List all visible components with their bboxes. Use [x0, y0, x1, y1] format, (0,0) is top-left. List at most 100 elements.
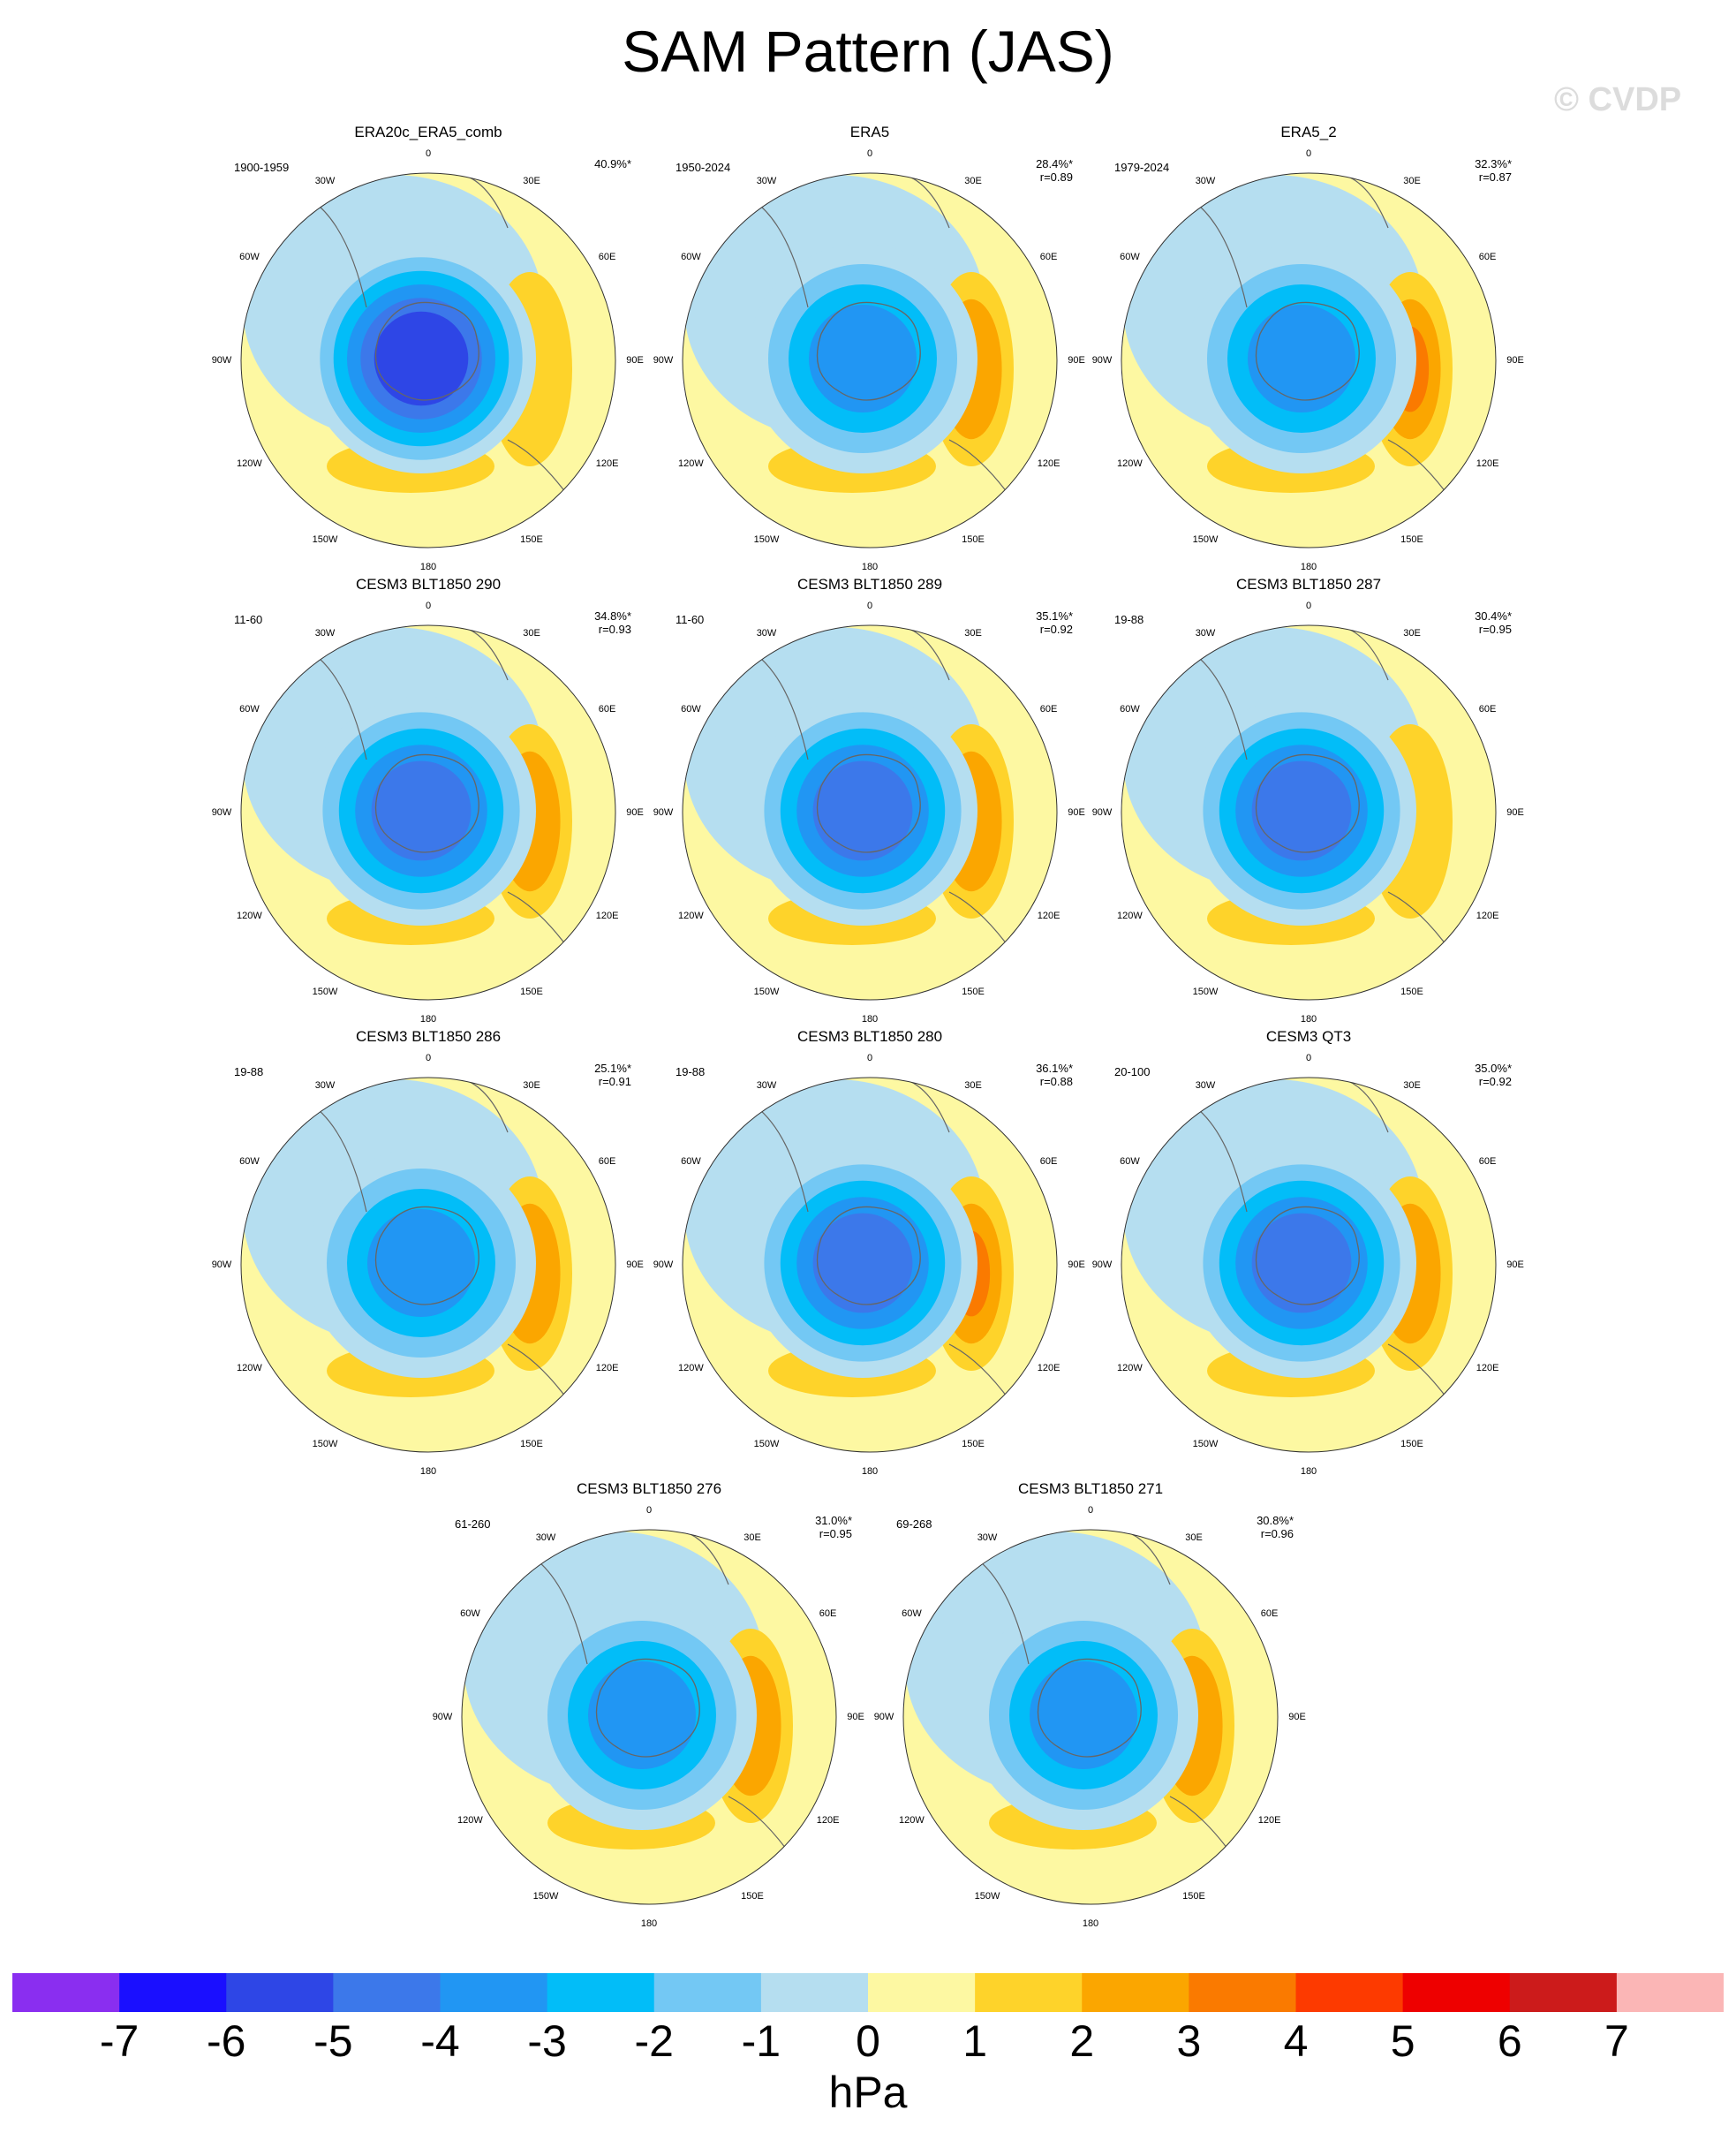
colorbar-tick-label: -7	[99, 2016, 140, 2066]
panel-period: 19-88	[234, 1065, 264, 1078]
longitude-label: 90E	[1506, 355, 1524, 366]
variance-explained: 35.0%*	[1475, 1062, 1512, 1075]
longitude-label: 120W	[1117, 911, 1143, 921]
antarctica-outline	[595, 1658, 700, 1758]
longitude-label: 60E	[1260, 1608, 1279, 1619]
polar-map	[1121, 624, 1497, 1001]
colorbar-swatch	[975, 1973, 1083, 2012]
longitude-label: 150E	[962, 1438, 985, 1449]
pattern-correlation: r=0.88	[1039, 1075, 1073, 1088]
longitude-label: 120E	[1476, 1363, 1499, 1373]
field-contour-minus4	[1030, 1661, 1137, 1769]
longitude-label: 0	[1305, 601, 1312, 611]
longitude-label: 180	[419, 1014, 437, 1025]
south-america-coast	[754, 1105, 809, 1213]
variance-explained: 32.3%*	[1475, 157, 1512, 170]
polar-map	[1121, 172, 1497, 548]
antarctica-outline	[1255, 1206, 1360, 1305]
longitude-label: 90E	[1288, 1712, 1306, 1722]
field-contour-minus4	[1248, 305, 1355, 412]
panel-period: 19-88	[676, 1065, 706, 1078]
longitude-label: 150E	[1400, 986, 1423, 997]
panel-title: CESM3 BLT1850 287	[1235, 576, 1382, 593]
panel-stats: 35.1%* r=0.92	[1036, 609, 1073, 636]
longitude-label: 30W	[977, 1532, 998, 1544]
map-panel: CESM3 BLT1850 276 61-260 31.0%* r=0.95 0 30E 6…	[419, 1480, 879, 1929]
colorbar-swatch	[1189, 1973, 1297, 2012]
watermark: © CVDP	[1554, 81, 1682, 118]
colorbar-tick-label: 2	[1069, 2016, 1095, 2066]
map-panel: CESM3 BLT1850 286 19-88 25.1%* r=0.91 0 30E 60…	[199, 1028, 658, 1477]
colorbar-swatch	[1402, 1973, 1511, 2012]
longitude-label: 60W	[1120, 1156, 1140, 1167]
panel-period: 1900-1959	[234, 161, 290, 174]
longitude-label: 150W	[312, 533, 338, 545]
south-america-coast	[754, 653, 809, 760]
longitude-label: 120E	[595, 911, 619, 921]
south-america-coast	[1193, 1105, 1248, 1213]
longitude-label: 150E	[962, 986, 985, 997]
longitude-label: 30E	[523, 628, 540, 639]
longitude-label: 0	[425, 601, 432, 611]
panel-title: CESM3 BLT1850 280	[796, 1028, 943, 1045]
longitude-label: 30E	[964, 1080, 982, 1092]
longitude-label: 150W	[1192, 1438, 1219, 1449]
panel-stats: 36.1%* r=0.88	[1036, 1062, 1073, 1088]
longitude-label: 180	[1300, 1014, 1317, 1025]
longitude-label: 30W	[535, 1532, 556, 1544]
variance-explained: 35.1%*	[1036, 609, 1073, 623]
colorbar-swatch	[1295, 1973, 1404, 2012]
south-america-coast	[1193, 653, 1248, 760]
longitude-label: 150E	[1182, 1890, 1205, 1902]
longitude-label: 90E	[626, 807, 644, 818]
longitude-label: 120E	[1476, 911, 1499, 921]
panel-stats: 30.8%* r=0.96	[1257, 1514, 1294, 1540]
map-panel: CESM3 BLT1850 271 69-268 30.8%* r=0.96 0 30E 6…	[861, 1480, 1320, 1929]
longitude-label: 120W	[678, 911, 704, 921]
longitude-label: 90W	[653, 355, 674, 366]
panel-title: CESM3 BLT1850 276	[576, 1480, 722, 1497]
polar-map	[461, 1529, 837, 1905]
longitude-label: 120W	[1117, 1363, 1143, 1373]
antarctica-outline	[1255, 301, 1360, 401]
pattern-correlation: r=0.89	[1039, 170, 1073, 184]
longitude-label: 30W	[1195, 628, 1216, 639]
panel-period: 11-60	[234, 613, 263, 626]
panel-title: CESM3 QT3	[1265, 1028, 1352, 1045]
variance-explained: 30.8%*	[1257, 1514, 1294, 1527]
polar-map	[240, 172, 616, 548]
longitude-label: 120E	[1037, 1363, 1060, 1373]
longitude-label: 60W	[239, 252, 260, 262]
antarctica-outline	[816, 301, 921, 401]
longitude-label: 0	[866, 148, 873, 159]
panel-title: CESM3 BLT1850 286	[355, 1028, 502, 1045]
colorbar-tick-label: 3	[1176, 2016, 1202, 2066]
polar-map	[902, 1529, 1279, 1905]
longitude-label: 180	[861, 1466, 879, 1477]
longitude-label: 30W	[756, 628, 777, 639]
longitude-label: 60W	[460, 1608, 480, 1619]
antarctica-outline	[816, 753, 921, 853]
longitude-label: 60E	[819, 1608, 837, 1619]
pattern-correlation: r=0.95	[1478, 623, 1512, 636]
longitude-label: 30E	[1403, 628, 1421, 639]
longitude-label: 150E	[520, 533, 543, 545]
longitude-label: 120E	[1037, 458, 1060, 469]
colorbar-swatch	[440, 1973, 548, 2012]
longitude-label: 60W	[239, 1156, 260, 1167]
longitude-label: 120W	[237, 911, 262, 921]
longitude-label: 180	[1300, 1466, 1317, 1477]
panel-stats: 35.0%* r=0.92	[1475, 1062, 1512, 1088]
pattern-correlation: r=0.96	[1260, 1527, 1294, 1540]
map-border	[682, 1077, 1058, 1453]
map-border	[461, 1529, 837, 1905]
longitude-label: 60W	[681, 252, 701, 262]
longitude-label: 60W	[902, 1608, 922, 1619]
field-contour-minus5	[812, 760, 913, 861]
colorbar-tick-label: -4	[420, 2016, 460, 2066]
map-border	[902, 1529, 1279, 1905]
longitude-label: 150W	[753, 986, 780, 997]
longitude-label: 30E	[1403, 176, 1421, 187]
longitude-label: 150W	[532, 1890, 559, 1902]
field-contour-minus5	[812, 1213, 913, 1313]
